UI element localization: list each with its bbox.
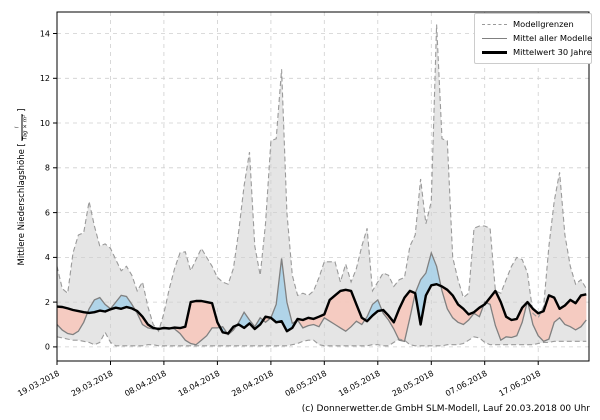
svg-text:12: 12 [40,74,50,83]
svg-text:28.05.2018: 28.05.2018 [391,369,436,398]
black-line-swatch-icon [482,51,507,54]
svg-text:28.04.2018: 28.04.2018 [230,369,275,398]
svg-text:17.06.2018: 17.06.2018 [497,369,542,398]
y-axis-label-text: Mittlere Niederschlagshöhe [ [17,143,27,266]
y-axis-unit-fraction: l Tag × m² [14,113,29,142]
x-tick-labels: 19.03.2018 29.03.2018 08.04.2018 18.04.2018… [16,369,542,398]
svg-text:19.03.2018: 19.03.2018 [16,369,61,398]
y-ticks [53,33,57,348]
svg-text:10: 10 [40,119,50,128]
below-normal-fill [57,286,587,345]
dashed-line-swatch-icon [482,24,507,25]
svg-text:14: 14 [40,29,50,38]
model-upper-bound-line [56,24,587,333]
svg-text:6: 6 [45,208,50,217]
svg-text:08.04.2018: 08.04.2018 [123,369,168,398]
legend-item-mittel-aller-modelle: Mittel aller Modelle [482,33,592,44]
svg-text:18.05.2018: 18.05.2018 [337,369,382,398]
y-tick-labels: 0 2 4 6 8 10 12 14 [40,29,50,351]
model-mean-line [56,250,587,346]
svg-text:8: 8 [45,164,50,173]
svg-text:0: 0 [45,343,50,352]
svg-text:07.06.2018: 07.06.2018 [444,369,489,398]
plot-border [56,11,590,362]
gray-line-swatch-icon [482,38,507,39]
svg-text:4: 4 [45,253,50,262]
model-lower-bound-line [56,331,587,347]
climate-mean-line [56,283,587,335]
svg-text:29.03.2018: 29.03.2018 [70,369,115,398]
y-axis-label: Mittlere Niederschlagshöhe [l Tag × m²] [14,108,29,266]
svg-text:18.04.2018: 18.04.2018 [177,369,222,398]
legend: Modellgrenzen Mittel aller Modelle Mitte… [474,13,592,64]
svg-text:08.05.2018: 08.05.2018 [284,369,329,398]
svg-text:2: 2 [45,298,50,307]
legend-item-modellgrenzen: Modellgrenzen [482,19,584,30]
legend-item-mittelwert-30-jahre: Mittelwert 30 Jahre [482,47,592,58]
model-range-band [57,24,587,346]
x-ticks [56,361,539,365]
credit-text: (c) Donnerwetter.de GmbH SLM-Modell, Lau… [301,404,590,414]
